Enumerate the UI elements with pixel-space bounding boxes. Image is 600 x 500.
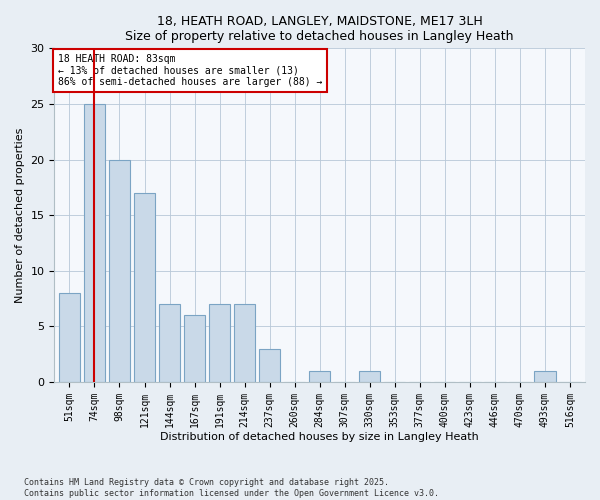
Bar: [109, 160, 130, 382]
Bar: [234, 304, 255, 382]
Text: Contains HM Land Registry data © Crown copyright and database right 2025.
Contai: Contains HM Land Registry data © Crown c…: [24, 478, 439, 498]
Bar: [209, 304, 230, 382]
Title: 18, HEATH ROAD, LANGLEY, MAIDSTONE, ME17 3LH
Size of property relative to detach: 18, HEATH ROAD, LANGLEY, MAIDSTONE, ME17…: [125, 15, 514, 43]
Bar: [184, 315, 205, 382]
Bar: [134, 193, 155, 382]
Bar: [309, 371, 331, 382]
Bar: [359, 371, 380, 382]
Text: 18 HEATH ROAD: 83sqm
← 13% of detached houses are smaller (13)
86% of semi-detac: 18 HEATH ROAD: 83sqm ← 13% of detached h…: [58, 54, 323, 87]
Bar: [159, 304, 180, 382]
Bar: [535, 371, 556, 382]
Y-axis label: Number of detached properties: Number of detached properties: [15, 128, 25, 303]
X-axis label: Distribution of detached houses by size in Langley Heath: Distribution of detached houses by size …: [160, 432, 479, 442]
Bar: [84, 104, 105, 382]
Bar: [59, 293, 80, 382]
Bar: [259, 348, 280, 382]
